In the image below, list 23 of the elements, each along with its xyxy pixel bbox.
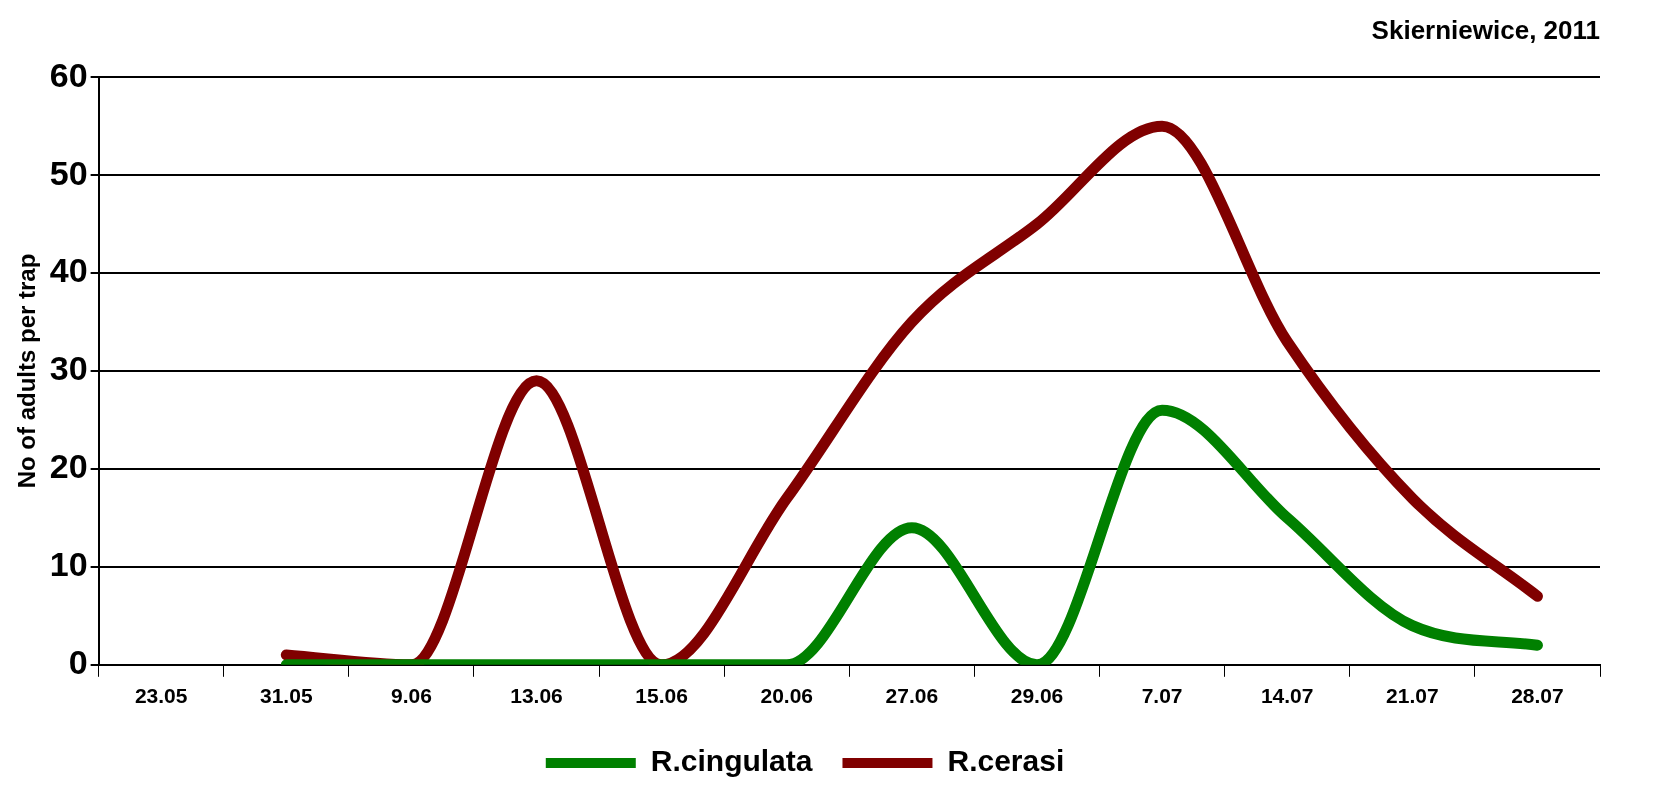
x-tick-label: 20.06	[760, 684, 814, 708]
y-tick-label: 0	[68, 643, 88, 682]
y-tick-label: 30	[49, 349, 88, 388]
x-tick-label: 13.06	[510, 684, 563, 708]
y-tick-label: 10	[49, 545, 88, 584]
x-tick-label: 28.07	[1511, 684, 1564, 708]
x-tick-label: 21.07	[1386, 684, 1439, 708]
y-axis-title: No of adults per trap	[13, 253, 41, 489]
legend-label: R.cingulata	[650, 744, 813, 778]
legend-label: R.cerasi	[947, 744, 1065, 778]
y-tick-label: 50	[49, 153, 88, 192]
x-tick-label: 23.05	[134, 684, 188, 708]
x-tick-label: 15.06	[635, 684, 688, 708]
x-tick-label: 14.07	[1260, 684, 1314, 708]
x-tick-label: 31.05	[260, 684, 313, 708]
x-tick-label: 9.06	[390, 684, 432, 708]
x-tick-label: 27.06	[885, 684, 939, 708]
x-tick-label: 29.06	[1010, 684, 1064, 708]
chart-title: Skierniewice, 2011	[1371, 14, 1600, 45]
y-tick-label: 20	[49, 447, 88, 486]
y-tick-label: 60	[49, 55, 88, 94]
y-tick-label: 40	[49, 251, 88, 290]
x-tick-label: 7.07	[1141, 684, 1183, 708]
